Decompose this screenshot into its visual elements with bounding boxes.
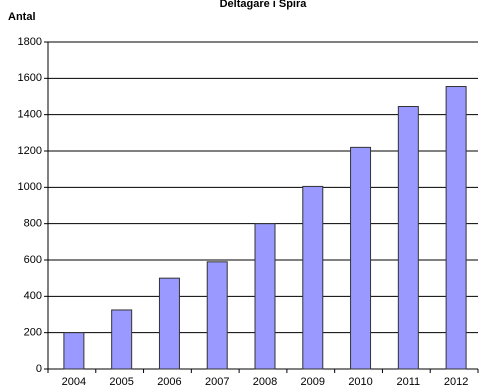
y-tick-label: 1600 (18, 72, 42, 84)
x-tick-label: 2012 (444, 376, 468, 388)
x-tick-label: 2007 (205, 376, 229, 388)
y-tick-label: 400 (24, 290, 42, 302)
y-tick-label: 600 (24, 254, 42, 266)
y-tick-label: 1400 (18, 109, 42, 121)
x-tick-label: 2004 (62, 376, 86, 388)
x-tick-label: 2010 (348, 376, 372, 388)
x-tick-label: 2006 (157, 376, 181, 388)
y-tick-label: 1800 (18, 36, 42, 48)
bar (445, 86, 467, 370)
bar (350, 146, 372, 370)
y-tick-label: 1000 (18, 181, 42, 193)
chart-title: Deltagare i Spira (220, 0, 308, 10)
y-tick-label: 200 (24, 327, 42, 339)
bar (397, 105, 419, 370)
x-tick-label: 2009 (301, 376, 325, 388)
x-tick-label: 2005 (109, 376, 133, 388)
y-axis-label: Antal (8, 11, 36, 23)
bar (206, 261, 228, 370)
x-tick-label: 2008 (253, 376, 277, 388)
bar (158, 277, 180, 370)
bar (302, 185, 324, 370)
y-tick-label: 0 (36, 363, 42, 375)
y-tick-label: 800 (24, 218, 42, 230)
bar (111, 309, 133, 370)
bar (63, 332, 85, 370)
y-tick-label: 1200 (18, 145, 42, 157)
x-tick-label: 2011 (397, 376, 421, 388)
bar (254, 223, 276, 370)
